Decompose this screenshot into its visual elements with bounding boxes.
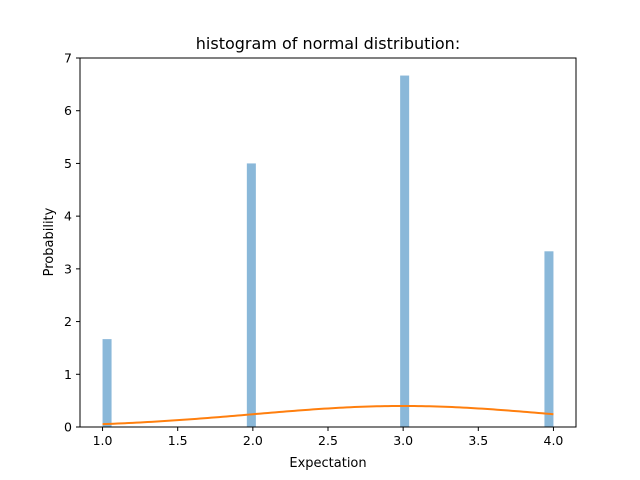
histogram-bar-1	[246, 163, 256, 427]
x-tick-label: 1.5	[168, 433, 188, 448]
y-tick-label: 3	[64, 261, 72, 276]
x-tick-label: 3.5	[468, 433, 488, 448]
y-tick-label: 2	[64, 314, 72, 329]
x-tick-label: 2.5	[318, 433, 338, 448]
histogram-bar-2	[400, 75, 410, 427]
histogram-bars	[102, 75, 554, 427]
x-tick-label: 4.0	[544, 433, 564, 448]
normal-pdf-curve	[102, 404, 554, 426]
histogram-bar-0	[102, 339, 112, 427]
x-axis-ticks: 1.0 1.5 2.0 2.5 3.0 3.5 4.0	[93, 427, 564, 448]
y-tick-label: 1	[64, 367, 72, 382]
x-tick-label: 2.0	[243, 433, 263, 448]
y-tick-label: 4	[64, 209, 72, 224]
y-tick-label: 5	[64, 156, 72, 171]
y-axis-label: Probability	[42, 207, 57, 276]
x-tick-label: 1.0	[93, 433, 113, 448]
y-tick-label: 7	[64, 51, 72, 66]
x-tick-label: 3.0	[393, 433, 413, 448]
histogram-bar-3	[544, 251, 554, 427]
chart-title: histogram of normal distribution:	[196, 34, 460, 53]
y-tick-label: 0	[64, 420, 72, 435]
x-axis-label: Expectation	[289, 456, 366, 471]
y-axis-ticks: 0 1 2 3 4 5 6 7	[64, 51, 80, 435]
y-tick-label: 6	[64, 103, 72, 118]
